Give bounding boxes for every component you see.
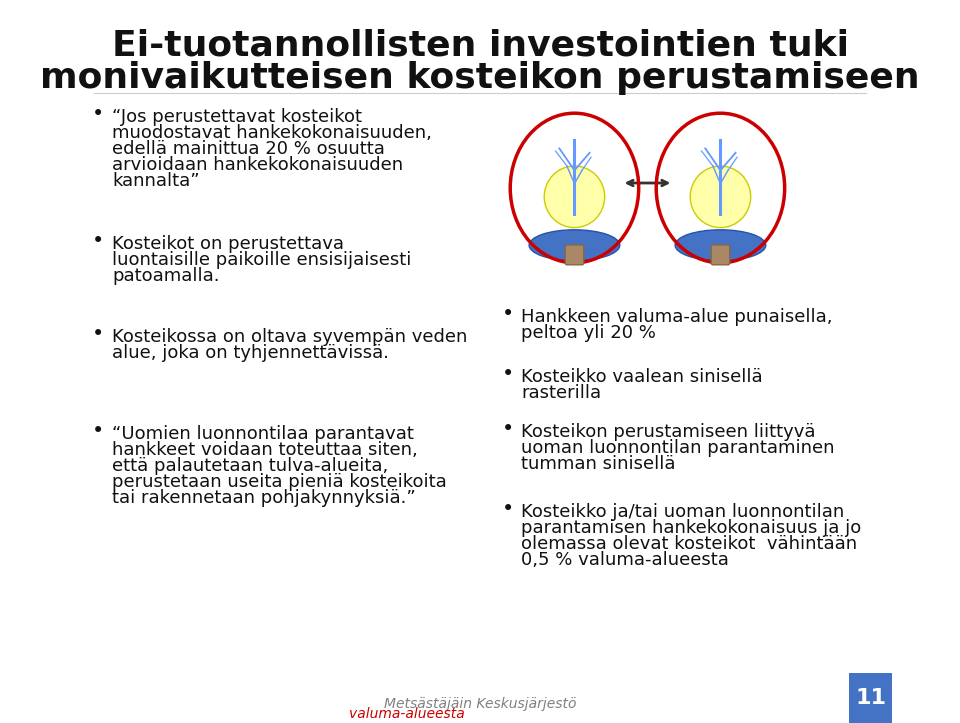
Text: alue, joka on tyhjennettävissä.: alue, joka on tyhjennettävissä. [112,344,390,362]
Text: luontaisille paikoille ensisijaisesti: luontaisille paikoille ensisijaisesti [112,251,412,269]
Text: tai rakennetaan pohjakynnyksiä.”: tai rakennetaan pohjakynnyksiä.” [112,489,417,508]
Text: •: • [501,499,514,519]
Text: patoamalla.: patoamalla. [112,268,220,286]
Text: olemassa olevat kosteikot  vähintään: olemassa olevat kosteikot vähintään [521,535,857,553]
Text: Kosteikko vaalean sinisellä: Kosteikko vaalean sinisellä [521,368,763,386]
Text: arvioidaan hankekokonaisuuden: arvioidaan hankekokonaisuuden [112,156,403,174]
Ellipse shape [544,166,605,228]
Text: Kosteikot on perustettava: Kosteikot on perustettava [112,235,345,253]
Text: peltoa yli 20 %: peltoa yli 20 % [521,324,656,342]
Text: perustetaan useita pieniä kosteikoita: perustetaan useita pieniä kosteikoita [112,474,447,492]
Text: hankkeet voidaan toteuttaa siten,: hankkeet voidaan toteuttaa siten, [112,441,419,459]
Text: edellä mainittua 20 % osuutta: edellä mainittua 20 % osuutta [112,140,385,158]
Text: Kosteikossa on oltava syvempän veden: Kosteikossa on oltava syvempän veden [112,328,468,346]
Ellipse shape [529,230,620,260]
Text: •: • [92,104,104,124]
Text: •: • [92,324,104,344]
Text: valuma-alueesta: valuma-alueesta [348,707,465,721]
Text: muodostavat hankekokonaisuuden,: muodostavat hankekokonaisuuden, [112,124,432,142]
Text: •: • [92,231,104,251]
FancyBboxPatch shape [850,673,892,723]
Text: rasterilla: rasterilla [521,384,601,402]
Text: että palautetaan tulva-alueita,: että palautetaan tulva-alueita, [112,457,389,475]
Text: tumman sinisellä: tumman sinisellä [521,455,676,474]
Text: monivaikutteisen kosteikon perustamiseen: monivaikutteisen kosteikon perustamiseen [40,61,920,95]
Text: •: • [501,419,514,439]
Text: Kosteikon perustamiseen liittyvä: Kosteikon perustamiseen liittyvä [521,423,816,441]
Text: 0,5 % valuma-alueesta: 0,5 % valuma-alueesta [521,552,729,569]
FancyBboxPatch shape [711,245,730,265]
Text: “Uomien luonnontilaa parantavat: “Uomien luonnontilaa parantavat [112,425,415,443]
Text: “Jos perustettavat kosteikot: “Jos perustettavat kosteikot [112,108,363,126]
Text: kannalta”: kannalta” [112,173,200,190]
Text: •: • [501,364,514,384]
Text: 11: 11 [855,688,886,708]
Text: •: • [92,421,104,441]
Ellipse shape [675,230,766,260]
Text: Kosteikko ja/tai uoman luonnontilan: Kosteikko ja/tai uoman luonnontilan [521,503,845,521]
FancyBboxPatch shape [565,245,584,265]
Text: uoman luonnontilan parantaminen: uoman luonnontilan parantaminen [521,439,834,457]
Text: •: • [501,304,514,324]
Text: Hankkeen valuma-alue punaisella,: Hankkeen valuma-alue punaisella, [521,308,832,326]
Ellipse shape [690,166,751,228]
Text: Ei-tuotannollisten investointien tuki: Ei-tuotannollisten investointien tuki [111,28,849,62]
Text: Metsästäjäin Keskusjärjestö: Metsästäjäin Keskusjärjestö [384,697,576,711]
Text: parantamisen hankekokonaisuus ja jo: parantamisen hankekokonaisuus ja jo [521,519,861,537]
